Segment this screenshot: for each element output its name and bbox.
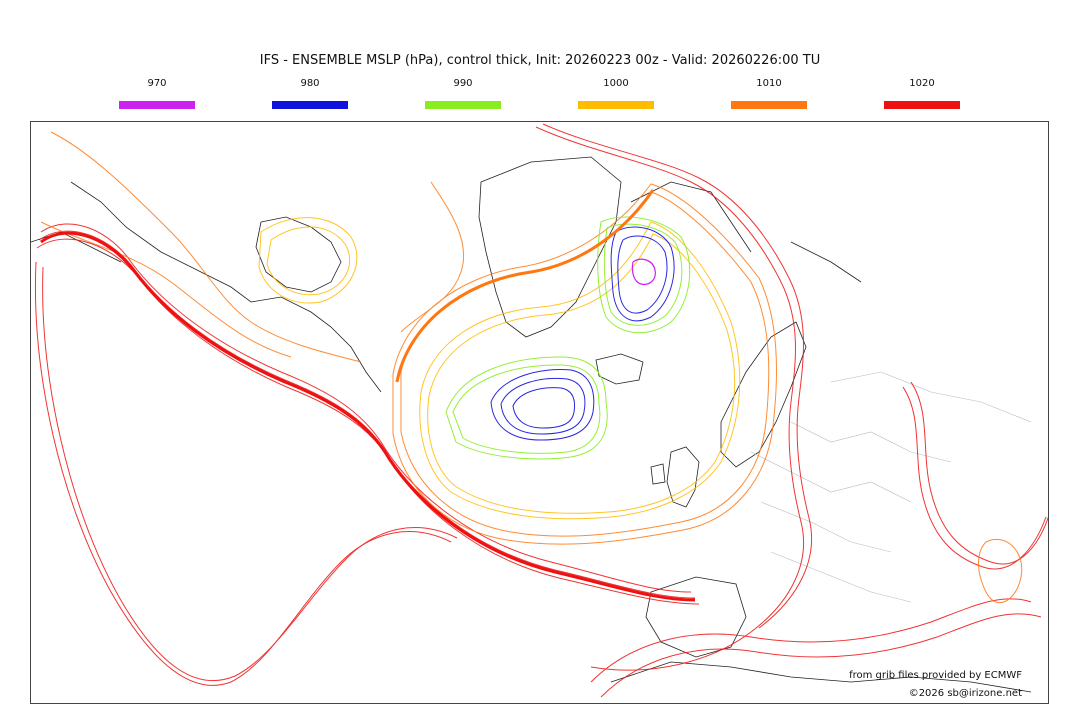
isobar-970-norwegian-low [631, 258, 656, 285]
coastline-iceland [595, 353, 644, 385]
isobar-1020-mediterranean [590, 598, 1032, 683]
isobar-1010-north-america [50, 131, 362, 363]
legend-label: 990 [453, 78, 473, 89]
coastline-barents [630, 181, 862, 283]
isobar-1020-western [40, 223, 692, 593]
legend-item-1000: 1000 [576, 78, 656, 110]
map-frame: from grib files provided by ECMWF ©2026 … [30, 121, 1049, 704]
isobars-980 [490, 226, 675, 441]
control-run-thick [40, 189, 696, 602]
legend-swatch [731, 101, 807, 109]
coastline-british-isles [650, 446, 700, 508]
legend-item-1020: 1020 [882, 78, 962, 110]
border-lines-europe [750, 371, 1032, 603]
isobars-1020 [34, 123, 1048, 698]
isobars-1000 [258, 217, 741, 520]
isobar-980-atlantic-low [490, 368, 595, 441]
map-title: IFS - ENSEMBLE MSLP (hPa), control thick… [259, 53, 821, 68]
isobar-1010-north-america [40, 221, 292, 358]
control-1020-thick [40, 231, 696, 602]
country-borders [750, 371, 1032, 603]
coastline-greenland [478, 156, 622, 338]
isobar-1020-southern-loop [34, 261, 452, 686]
source-credit: from grib files provided by ECMWF [849, 670, 1022, 681]
coastline-hudson-bay [255, 216, 342, 293]
legend-swatch [119, 101, 195, 109]
legend-label: 1010 [756, 78, 782, 89]
coastline-north-america [31, 181, 382, 393]
isobar-1000-hudson [258, 217, 358, 304]
isobar-1020-east [910, 381, 1048, 565]
legend-swatch [272, 101, 348, 109]
isobar-1000-main [419, 221, 741, 520]
isobar-1010-greenland-ridge [400, 181, 465, 333]
isobar-1020-arctic [542, 123, 813, 629]
legend-item-990: 990 [423, 78, 503, 110]
isobars-970 [631, 258, 656, 285]
coastlines [31, 156, 1032, 693]
isobar-1020-mediterranean [600, 613, 1042, 698]
isobar-990-atlantic-low [445, 356, 608, 460]
legend-label: 1000 [603, 78, 629, 89]
legend-item-980: 980 [270, 78, 350, 110]
legend-label: 980 [300, 78, 320, 89]
isobar-980-norwegian-low [617, 235, 668, 314]
coastline-iberia [645, 576, 747, 658]
isobar-1010-balkans [978, 539, 1023, 604]
isobar-990-norwegian-low [597, 216, 691, 334]
isobar-1020-east [902, 386, 1047, 570]
legend-item-970: 970 [117, 78, 197, 110]
copyright-credit: ©2026 sb@irizone.net [908, 688, 1022, 699]
isobar-1000-hudson [266, 226, 351, 296]
legend-swatch [425, 101, 501, 109]
isobar-990-norwegian-low [603, 223, 683, 326]
isobar-1010-main [392, 183, 777, 545]
legend-swatch [578, 101, 654, 109]
isobar-1020-southern-loop [42, 266, 458, 681]
coastline-africa [610, 661, 1032, 693]
isobar-1020-arctic [535, 126, 805, 671]
isobar-980-atlantic-low [512, 387, 576, 429]
isobar-980-norwegian-low [610, 226, 675, 322]
isobar-1000-main [427, 233, 736, 514]
coastline-scandinavia [720, 321, 807, 468]
legend-label: 970 [147, 78, 167, 89]
legend-swatch [884, 101, 960, 109]
isobar-990-atlantic-low [452, 364, 601, 454]
legend-item-1010: 1010 [729, 78, 809, 110]
isobars-1010 [40, 131, 1023, 604]
legend-label: 1020 [909, 78, 935, 89]
map-svg [31, 123, 1048, 698]
isobars-990 [445, 216, 691, 460]
control-1010-thick [395, 189, 655, 383]
isobar-980-atlantic-low [500, 377, 586, 435]
